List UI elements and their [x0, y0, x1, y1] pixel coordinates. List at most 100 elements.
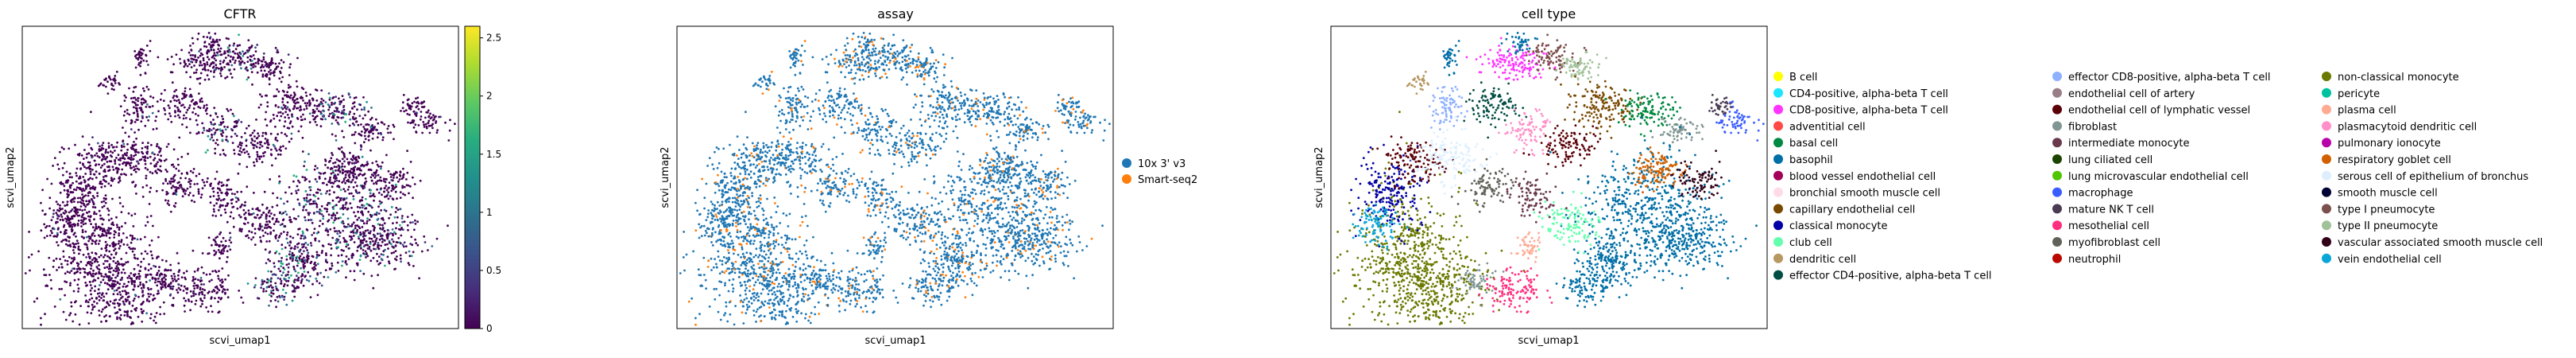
scatter-points-cell-type: [1333, 32, 1765, 326]
panel-title-cell-type: cell type: [1522, 6, 1576, 21]
legend-label: basal cell: [1789, 138, 1838, 150]
legend-marker: [1773, 154, 1783, 164]
legend-marker: [2322, 72, 2331, 81]
scatter-points-assay: [679, 32, 1111, 326]
legend-marker: [2052, 204, 2062, 213]
legend-marker: [2052, 121, 2062, 130]
legend-label: club cell: [1789, 237, 1832, 249]
legend-marker: [1773, 204, 1783, 213]
legend-label: serous cell of epithelium of bronchus: [2338, 171, 2528, 183]
legend-label: smooth muscle cell: [2338, 188, 2438, 200]
legend-marker: [1773, 171, 1783, 181]
legend-label: blood vessel endothelial cell: [1789, 171, 1936, 183]
legend-label: CD4-positive, alpha-beta T cell: [1789, 88, 1948, 100]
panel-cftr: CFTR scvi_umap1 scvi_umap2 00.511.522.5: [5, 6, 501, 347]
panel-title-assay: assay: [877, 6, 914, 21]
legend-marker: [2052, 88, 2062, 98]
legend-marker: [2322, 220, 2331, 230]
panel-assay: assay scvi_umap1 scvi_umap2 10x 3' v3 Sma…: [659, 6, 1197, 347]
legend-label: adventitial cell: [1789, 121, 1866, 133]
legend-marker: [1773, 88, 1783, 98]
legend-marker: [1773, 254, 1783, 263]
legend-marker: [2052, 154, 2062, 164]
legend-label: myofibroblast cell: [2068, 237, 2160, 249]
legend-marker: [1122, 158, 1131, 168]
legend-label: mesothelial cell: [2068, 220, 2149, 232]
legend-label: endothelial cell of artery: [2068, 88, 2195, 100]
legend-marker: [2052, 188, 2062, 197]
legend-marker: [1773, 188, 1783, 197]
legend-label: dendritic cell: [1789, 254, 1856, 266]
legend-marker: [1773, 220, 1783, 230]
xlabel-assay: scvi_umap1: [864, 335, 926, 347]
legend-marker: [2322, 237, 2331, 247]
colorbar: [465, 26, 480, 329]
legend-label: 10x 3' v3: [1138, 158, 1186, 170]
legend-label: respiratory goblet cell: [2338, 154, 2451, 166]
legend-marker: [2052, 105, 2062, 115]
legend-marker: [2322, 105, 2331, 115]
legend-cell-type: B cell CD4-positive, alpha-beta T cell CD8…: [1773, 72, 2543, 282]
legend-label: bronchial smooth muscle cell: [1789, 188, 1940, 200]
legend-label: mature NK T cell: [2068, 204, 2154, 216]
legend-marker: [1773, 138, 1783, 147]
panel-cell-type: cell type scvi_umap1 scvi_umap2 B cell CD…: [1313, 6, 2543, 347]
legend-label: intermediate monocyte: [2068, 138, 2190, 150]
legend-label: type II pneumocyte: [2338, 220, 2438, 232]
legend-label: plasmacytoid dendritic cell: [2338, 121, 2477, 133]
legend-marker: [2322, 204, 2331, 213]
colorbar-tick-label: 0.5: [486, 265, 501, 276]
legend-marker: [2052, 171, 2062, 181]
legend-marker: [2052, 138, 2062, 147]
legend-label: lung microvascular endothelial cell: [2068, 171, 2249, 183]
legend-label: effector CD8-positive, alpha-beta T cell: [2068, 72, 2271, 84]
legend-label: non-classical monocyte: [2338, 72, 2459, 84]
legend-marker: [1122, 174, 1131, 184]
colorbar-tick-label: 0: [486, 323, 493, 334]
scatter-points-cftr: [25, 32, 456, 326]
legend-label: vein endothelial cell: [2338, 254, 2442, 266]
legend-label: classical monocyte: [1789, 220, 1888, 232]
legend-marker: [2052, 220, 2062, 230]
colorbar-tick-label: 1.5: [486, 149, 501, 160]
legend-label: type I pneumocyte: [2338, 204, 2435, 216]
ylabel-cell-type: scvi_umap2: [1313, 146, 1325, 208]
legend-marker: [2052, 254, 2062, 263]
legend-assay: 10x 3' v3 Smart-seq2: [1122, 158, 1197, 186]
xlabel-cftr: scvi_umap1: [209, 335, 270, 347]
legend-label: B cell: [1789, 72, 1817, 84]
legend-label: plasma cell: [2338, 105, 2396, 117]
legend-marker: [2322, 138, 2331, 147]
legend-label: pericyte: [2338, 88, 2380, 100]
legend-marker: [2052, 237, 2062, 247]
xlabel-cell-type: scvi_umap1: [1518, 335, 1579, 347]
legend-marker: [1773, 121, 1783, 130]
legend-marker: [1773, 237, 1783, 247]
legend-label: capillary endothelial cell: [1789, 204, 1915, 216]
ylabel-assay: scvi_umap2: [659, 146, 671, 208]
legend-label: fibroblast: [2068, 121, 2117, 133]
legend-marker: [2052, 72, 2062, 81]
legend-label: neutrophil: [2068, 254, 2121, 266]
panel-title-cftr: CFTR: [224, 6, 257, 21]
ylabel-cftr: scvi_umap2: [5, 146, 17, 208]
legend-label: basophil: [1789, 154, 1833, 166]
legend-label: endothelial cell of lymphatic vessel: [2068, 105, 2250, 117]
legend-marker: [2322, 188, 2331, 197]
legend-marker: [1773, 270, 1783, 280]
colorbar-tick-label: 2: [486, 91, 493, 102]
legend-marker: [2322, 171, 2331, 181]
legend-label: macrophage: [2068, 188, 2133, 200]
legend-marker: [2322, 254, 2331, 263]
legend-label: Smart-seq2: [1138, 174, 1197, 186]
legend-marker: [2322, 88, 2331, 98]
legend-label: pulmonary ionocyte: [2338, 138, 2441, 150]
legend-label: effector CD4-positive, alpha-beta T cell: [1789, 270, 1992, 282]
legend-marker: [2322, 121, 2331, 130]
legend-label: vascular associated smooth muscle cell: [2338, 237, 2543, 249]
legend-label: CD8-positive, alpha-beta T cell: [1789, 105, 1948, 117]
legend-marker: [1773, 105, 1783, 115]
legend-marker: [2322, 154, 2331, 164]
colorbar-tick-label: 1: [486, 207, 493, 218]
colorbar-ticks: 00.511.522.5: [480, 33, 501, 334]
